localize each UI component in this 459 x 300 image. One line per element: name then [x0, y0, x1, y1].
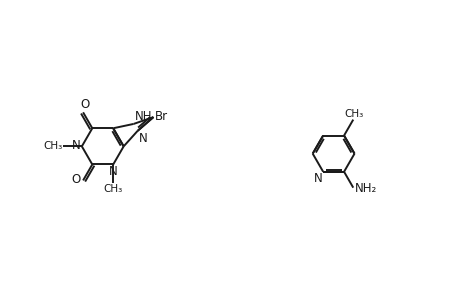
Text: N: N — [109, 165, 118, 178]
Text: CH₃: CH₃ — [343, 109, 363, 118]
Text: CH₃: CH₃ — [103, 184, 123, 194]
Text: N: N — [138, 132, 147, 145]
Text: O: O — [80, 98, 90, 111]
Text: Br: Br — [155, 110, 168, 123]
Text: O: O — [72, 173, 81, 186]
Text: N: N — [72, 139, 81, 152]
Text: N: N — [313, 172, 322, 185]
Text: NH: NH — [134, 110, 152, 123]
Text: CH₃: CH₃ — [43, 141, 62, 151]
Text: NH₂: NH₂ — [354, 182, 376, 194]
